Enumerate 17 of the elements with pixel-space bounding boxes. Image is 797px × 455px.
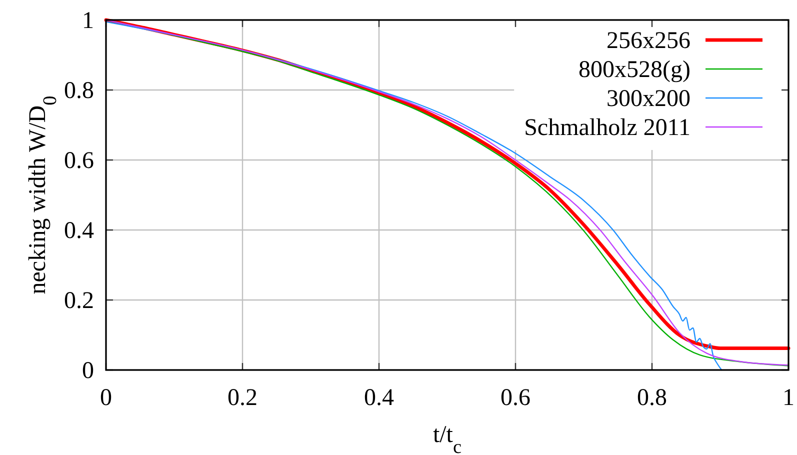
x-tick-label: 0.4 bbox=[364, 385, 394, 411]
y-tick-label: 0.6 bbox=[64, 148, 94, 174]
x-tick-label: 0.6 bbox=[500, 385, 530, 411]
y-tick-label: 0 bbox=[82, 358, 94, 384]
x-axis-title: t/t$_{c}$ bbox=[432, 422, 462, 455]
legend-label: 300x200 bbox=[606, 86, 690, 112]
y-tick-label: 0.8 bbox=[64, 78, 94, 104]
legend-label: 256x256 bbox=[606, 28, 690, 54]
x-tick-label: 0.8 bbox=[637, 385, 667, 411]
x-tick-label: 0.2 bbox=[228, 385, 258, 411]
legend-label: Schmalholz 2011 bbox=[524, 114, 690, 141]
x-tick-label: 1 bbox=[782, 385, 794, 411]
y-tick-label: 1 bbox=[82, 8, 94, 34]
y-tick-label: 0.2 bbox=[64, 288, 94, 314]
x-tick-label: 0 bbox=[100, 385, 112, 411]
legend-label: 800x528(g) bbox=[578, 56, 690, 83]
y-tick-label: 0.4 bbox=[64, 218, 94, 244]
